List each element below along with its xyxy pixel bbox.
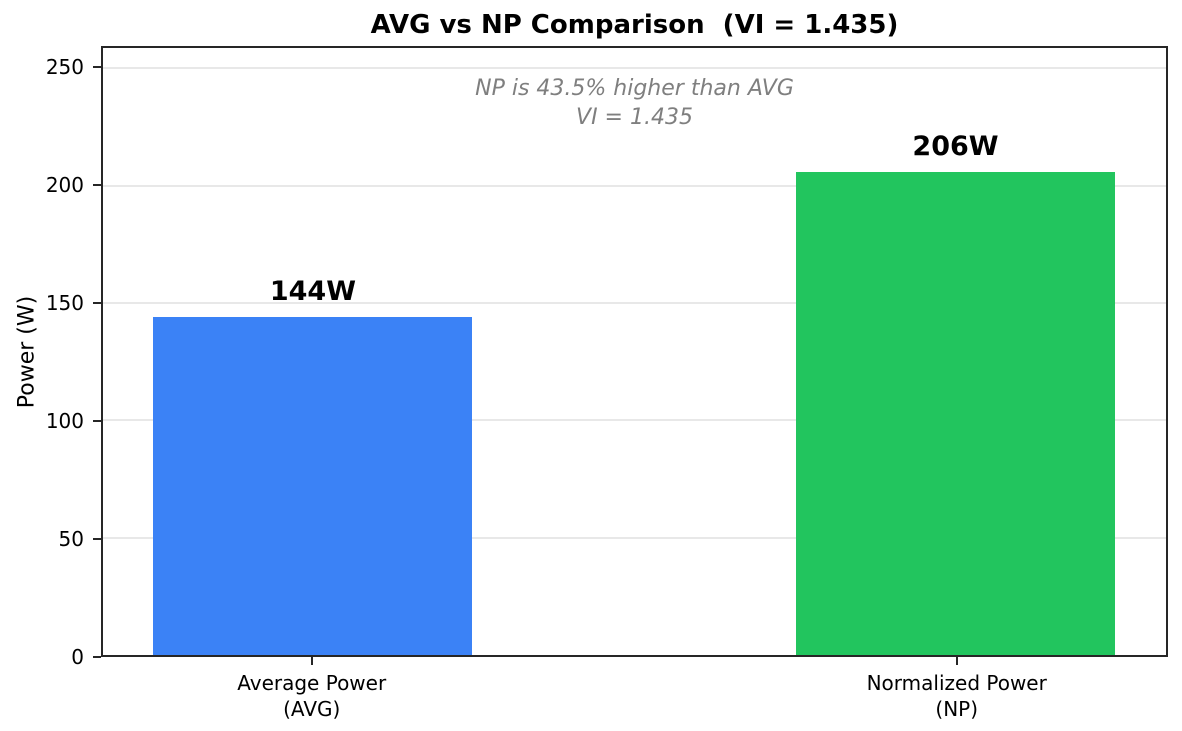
y-tick-mark: [93, 183, 101, 186]
y-tick-mark: [93, 301, 101, 304]
y-tick-mark: [93, 65, 101, 68]
plot-area: 144W 206W NP is 43.5% higher than AVG VI …: [101, 46, 1168, 657]
y-tick-label-100: 100: [45, 408, 84, 433]
x-tick-mark: [955, 657, 958, 665]
y-tick-label-250: 250: [45, 54, 84, 79]
gridline-50: [103, 536, 1166, 539]
annotation-line-1: NP is 43.5% higher than AVG: [475, 76, 794, 101]
bar-value-label: 206W: [912, 130, 999, 162]
bar-normalized-power: 206W: [796, 133, 1115, 655]
x-tick-label-avg: Average Power (AVG): [237, 671, 387, 721]
bar-value-label: 144W: [269, 276, 356, 308]
gridline-250: [103, 67, 1166, 70]
y-tick-label-0: 0: [71, 645, 84, 669]
y-tick-mark: [93, 656, 101, 658]
bar-average-power: 144W: [153, 278, 473, 655]
y-tick-label-150: 150: [45, 290, 84, 315]
y-tick-mark: [93, 537, 101, 540]
x-tick-label-np: Normalized Power (NP): [866, 671, 1047, 721]
x-tick-mark: [310, 657, 313, 665]
chart-title: AVG vs NP Comparison (VI = 1.435): [370, 10, 899, 40]
gridline-150: [103, 302, 1166, 305]
annotation: NP is 43.5% higher than AVG VI = 1.435: [103, 74, 1166, 132]
annotation-line-2: VI = 1.435: [576, 105, 693, 130]
gridline-200: [103, 184, 1166, 187]
gridline-100: [103, 419, 1166, 422]
y-tick-label-50: 50: [58, 526, 84, 551]
y-tick-label-200: 200: [45, 172, 84, 197]
y-tick-mark: [93, 419, 101, 422]
